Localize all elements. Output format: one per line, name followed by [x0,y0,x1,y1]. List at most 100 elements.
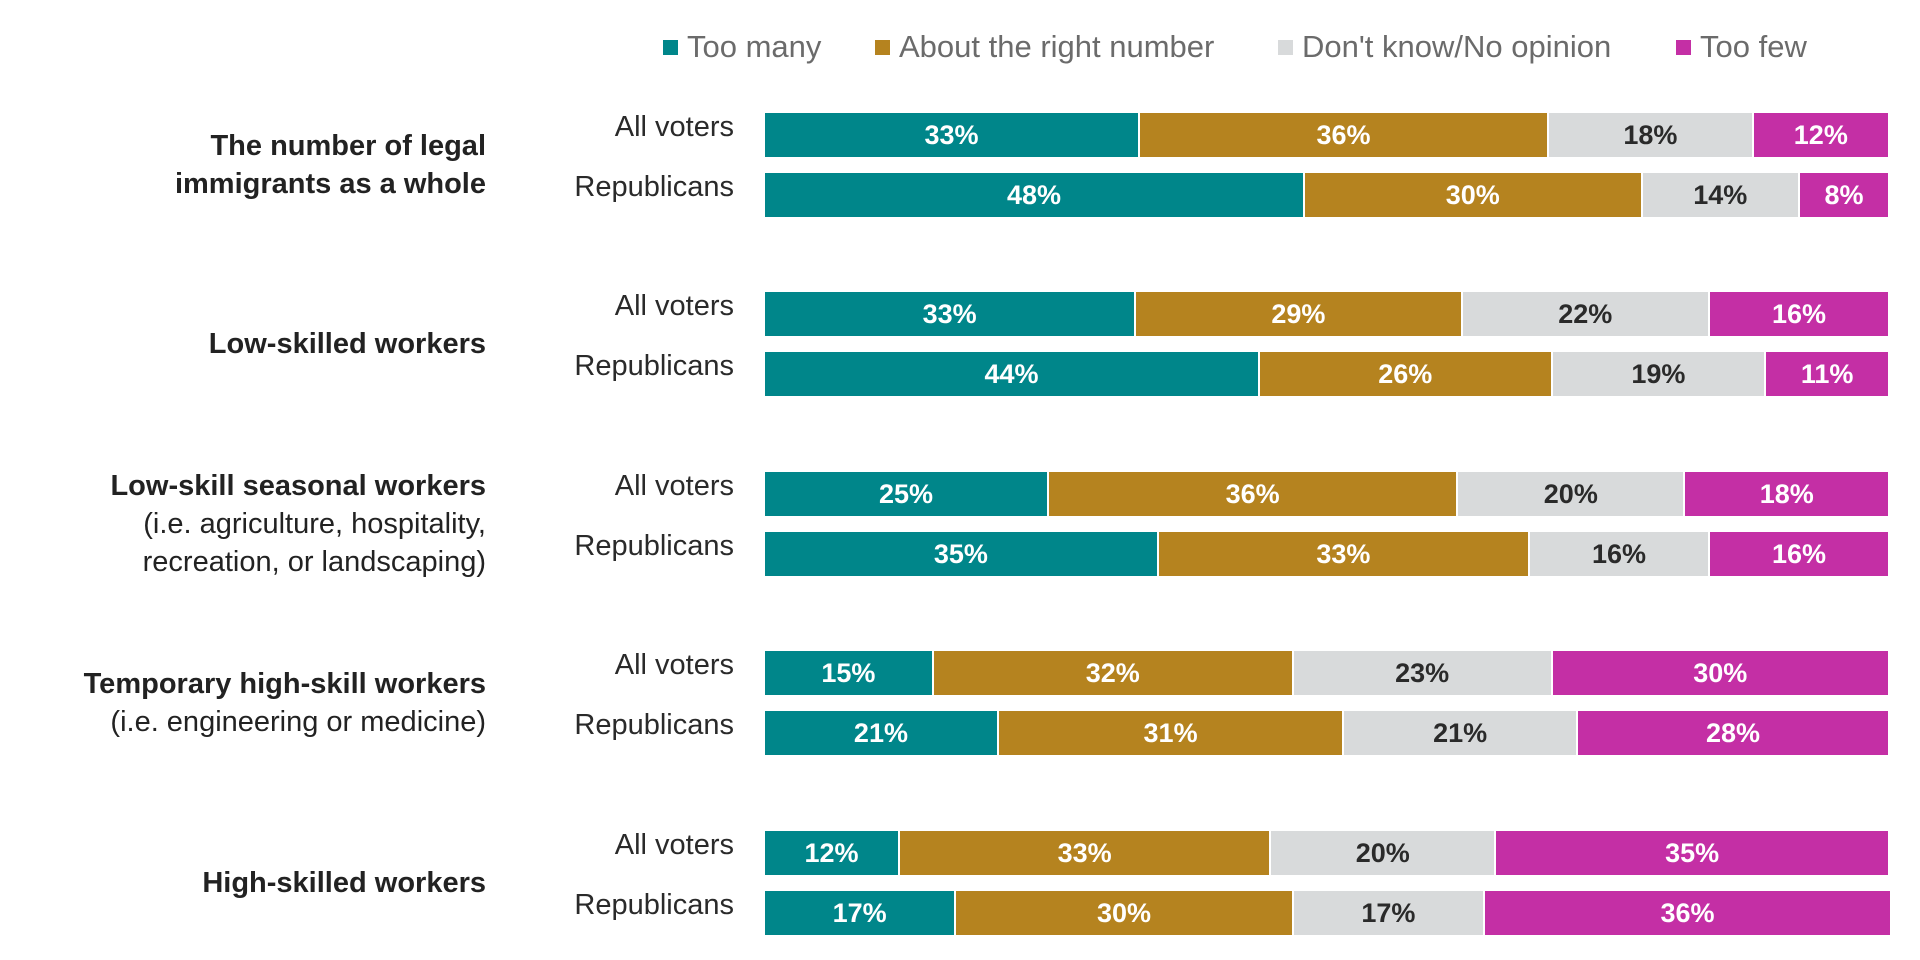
bar-value-label: 23% [1395,657,1450,688]
bar-segment-dont_know: 18% [1549,113,1754,157]
bar-segment-about_right: 32% [933,651,1294,695]
legend-label: About the right number [899,29,1215,64]
bar-value-label: 25% [879,478,934,509]
bar-value-label: 31% [1143,717,1198,748]
bar-segment-about_right: 26% [1260,352,1553,396]
legend-swatch-too_many [663,39,678,55]
bar-value-label: 18% [1623,119,1678,150]
bar-value-label: 48% [1006,179,1062,210]
bar-segment-about_right: 30% [1305,173,1643,217]
bar-segment-too_few: 16% [1710,292,1890,336]
bar-segment-too_many: 21% [765,711,999,755]
row-label: Republicans [574,171,734,203]
bar-segment-too_many: 33% [765,292,1137,336]
bar-value-label: 33% [1316,538,1371,569]
legend-swatch-too_few [1676,39,1691,55]
bar-value-label: 14% [1693,179,1748,210]
bar-segment-dont_know: 22% [1462,292,1710,336]
row-label: All voters [614,470,734,502]
bar-segment-too_few: 16% [1710,532,1890,576]
bar-segment-too_many: 15% [765,651,934,695]
bar-segment-about_right: 30% [956,891,1294,935]
bar-value-label: 44% [984,358,1039,389]
bar-value-label: 35% [1665,837,1720,868]
group-label: Temporary high-skill workers (i.e. engine… [84,665,486,741]
bar-value-label: 19% [1631,358,1686,389]
bar-value-label: 15% [821,657,876,688]
bar-value-label: 18% [1759,478,1814,509]
legend-item-too_many: Too many [663,22,821,72]
row-label: Republicans [574,530,734,562]
bar-value-label: 17% [832,897,887,928]
bar-segment-dont_know: 20% [1458,472,1686,516]
bar-value-label: 36% [1225,478,1280,509]
group-label: Low-skilled workers [209,325,486,363]
bar-value-label: 36% [1660,897,1715,928]
group-subtitle-line: (i.e. engineering or medicine) [110,706,486,738]
bar-segment-dont_know: 21% [1344,711,1579,755]
bar-value-label: 21% [1433,717,1488,748]
bar-segment-too_few: 28% [1578,711,1890,755]
group-title-line: High-skilled workers [202,867,486,899]
bar-value-label: 20% [1355,837,1410,868]
group-title-line: Low-skilled workers [208,328,486,360]
bar-segment-dont_know: 19% [1552,352,1767,396]
bar-segment-too_few: 11% [1766,352,1890,396]
bar-value-label: 32% [1085,657,1140,688]
group-label: Low-skill seasonal workers (i.e. agricult… [110,467,486,581]
bar-value-label: 12% [804,837,859,868]
row-label: All voters [614,290,734,322]
bar-segment-dont_know: 16% [1530,532,1710,576]
legend-item-dont_know: Don't know/No opinion [1278,22,1611,72]
legend-label: Too many [687,29,822,64]
row-label: Republicans [574,889,734,921]
legend-label: Too few [1700,29,1807,64]
bar-segment-too_many: 33% [765,113,1140,157]
bar-segment-about_right: 29% [1136,292,1463,336]
group-label: The number of legal immigrants as a whole [175,127,486,203]
bar-segment-dont_know: 14% [1642,173,1800,217]
legend-swatch-about_right [875,39,890,55]
row-label: All voters [614,829,734,861]
group-title-line: immigrants as a whole [174,168,486,200]
bar-segment-too_few: 8% [1800,173,1890,217]
bar-value-label: 16% [1591,538,1647,569]
legend-item-too_few: Too few [1676,22,1807,72]
legend-label: Don't know/No opinion [1302,29,1612,64]
group-title-line: The number of legal [210,130,486,162]
group-title-line: Low-skill seasonal workers [110,470,486,502]
bar-value-label: 33% [922,298,977,329]
row-label: Republicans [574,709,734,741]
bar-segment-about_right: 36% [1140,113,1550,157]
bar-segment-too_many: 48% [765,173,1305,217]
group-subtitle-line: (i.e. agriculture, hospitality, [143,508,486,540]
bar-value-label: 30% [1445,179,1500,210]
bar-value-label: 11% [1800,358,1854,389]
bar-value-label: 30% [1693,657,1748,688]
group-title-line: Temporary high-skill workers [83,668,486,700]
bar-value-label: 8% [1824,179,1864,210]
bar-value-label: 30% [1096,897,1152,928]
bar-segment-dont_know: 17% [1293,891,1485,935]
bar-segment-too_many: 44% [765,352,1260,396]
group-label: High-skilled workers [202,864,486,902]
bar-segment-about_right: 31% [998,711,1345,755]
bar-value-label: 35% [933,538,988,569]
row-label: All voters [614,111,734,143]
bar-segment-about_right: 36% [1049,472,1459,516]
bar-segment-dont_know: 23% [1293,651,1553,695]
bar-value-label: 16% [1771,538,1827,569]
bar-value-label: 26% [1378,358,1433,389]
bar-segment-too_few: 35% [1496,831,1890,875]
legend-swatch-dont_know [1278,39,1293,55]
bar-segment-too_few: 12% [1753,113,1890,157]
bar-value-label: 20% [1543,478,1598,509]
bar-segment-too_few: 36% [1485,891,1890,935]
row-label: Republicans [574,350,734,382]
bar-segment-too_few: 30% [1552,651,1890,695]
bar-value-label: 22% [1558,298,1613,329]
bar-segment-about_right: 33% [900,831,1272,875]
bar-value-label: 12% [1793,119,1848,150]
chart-legend: Too many About the right number Don't know… [0,22,1920,72]
